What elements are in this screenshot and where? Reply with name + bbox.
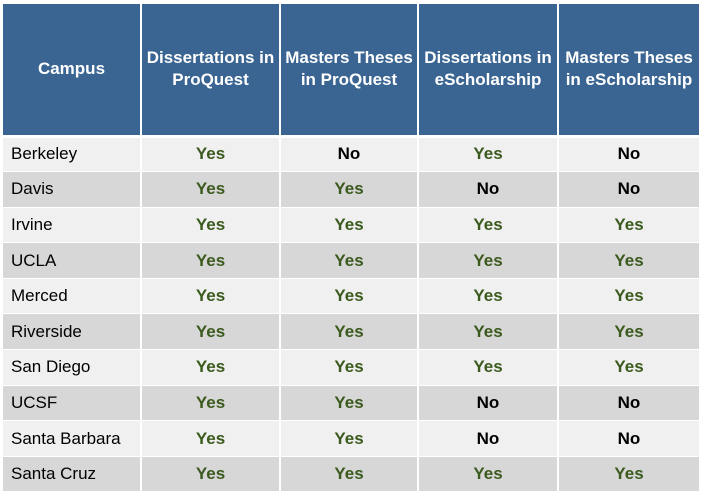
value-cell: No <box>279 135 419 173</box>
value-cell: Yes <box>557 242 699 279</box>
table-row: San Diego Yes Yes Yes Yes <box>3 349 699 386</box>
header-masters-theses-proquest: Masters Theses in ProQuest <box>279 4 419 138</box>
value-cell: No <box>417 420 559 457</box>
value-cell: Yes <box>140 135 281 173</box>
value-cell: No <box>417 171 559 208</box>
table-body: Berkeley Yes No Yes No Davis Yes Yes No … <box>3 135 699 493</box>
value-cell: Yes <box>557 206 699 244</box>
value-cell: Yes <box>557 277 699 315</box>
value-cell: Yes <box>140 277 281 315</box>
value-cell: Yes <box>140 349 281 386</box>
value-cell: Yes <box>417 135 559 173</box>
value-cell: Yes <box>140 420 281 457</box>
value-cell: Yes <box>279 171 419 208</box>
campus-cell: UCLA <box>3 242 142 279</box>
table-row: Davis Yes Yes No No <box>3 171 699 208</box>
table-row: UCLA Yes Yes Yes Yes <box>3 242 699 279</box>
table-row: Merced Yes Yes Yes Yes <box>3 277 699 315</box>
value-cell: No <box>417 384 559 422</box>
value-cell: Yes <box>417 455 559 493</box>
value-cell: No <box>557 135 699 173</box>
header-row: Campus Dissertations in ProQuest Masters… <box>3 4 699 138</box>
value-cell: Yes <box>279 420 419 457</box>
value-cell: No <box>557 171 699 208</box>
campus-cell: San Diego <box>3 349 142 386</box>
value-cell: Yes <box>417 349 559 386</box>
campus-cell: Riverside <box>3 313 142 351</box>
header-dissertations-escholarship: Dissertations in eScholarship <box>417 4 559 138</box>
campus-cell: Berkeley <box>3 135 142 173</box>
value-cell: Yes <box>279 349 419 386</box>
value-cell: Yes <box>279 384 419 422</box>
value-cell: Yes <box>140 171 281 208</box>
value-cell: Yes <box>140 313 281 351</box>
value-cell: Yes <box>417 242 559 279</box>
table-row: UCSF Yes Yes No No <box>3 384 699 422</box>
value-cell: Yes <box>557 313 699 351</box>
value-cell: Yes <box>279 277 419 315</box>
header-dissertations-proquest: Dissertations in ProQuest <box>140 4 281 138</box>
value-cell: No <box>557 384 699 422</box>
campus-cell: Irvine <box>3 206 142 244</box>
table-row: Santa Barbara Yes Yes No No <box>3 420 699 457</box>
value-cell: Yes <box>557 455 699 493</box>
value-cell: Yes <box>279 313 419 351</box>
value-cell: Yes <box>417 313 559 351</box>
value-cell: Yes <box>279 455 419 493</box>
campus-availability-table-container: Campus Dissertations in ProQuest Masters… <box>3 4 699 493</box>
value-cell: Yes <box>140 242 281 279</box>
value-cell: Yes <box>140 206 281 244</box>
campus-cell: Santa Cruz <box>3 455 142 493</box>
value-cell: Yes <box>557 349 699 386</box>
table-row: Berkeley Yes No Yes No <box>3 135 699 173</box>
table-header: Campus Dissertations in ProQuest Masters… <box>3 4 699 138</box>
table-row: Santa Cruz Yes Yes Yes Yes <box>3 455 699 493</box>
campus-cell: Merced <box>3 277 142 315</box>
value-cell: Yes <box>140 384 281 422</box>
value-cell: Yes <box>417 206 559 244</box>
value-cell: No <box>557 420 699 457</box>
header-masters-theses-escholarship: Masters Theses in eScholarship <box>557 4 699 138</box>
table-row: Irvine Yes Yes Yes Yes <box>3 206 699 244</box>
header-campus: Campus <box>3 4 142 138</box>
table-row: Riverside Yes Yes Yes Yes <box>3 313 699 351</box>
value-cell: Yes <box>140 455 281 493</box>
value-cell: Yes <box>279 206 419 244</box>
campus-cell: Santa Barbara <box>3 420 142 457</box>
campus-cell: Davis <box>3 171 142 208</box>
campus-cell: UCSF <box>3 384 142 422</box>
campus-availability-table: Campus Dissertations in ProQuest Masters… <box>3 4 699 493</box>
value-cell: Yes <box>417 277 559 315</box>
value-cell: Yes <box>279 242 419 279</box>
